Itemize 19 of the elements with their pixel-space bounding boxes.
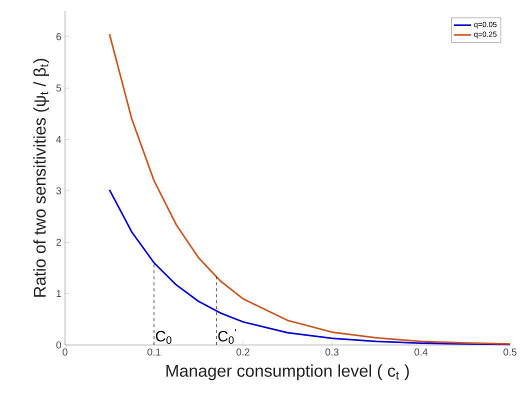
y-tick-label: 3 [56,187,62,194]
x-tick-label: 0.1 [147,348,160,356]
x-tick-label: 0.3 [325,348,338,356]
x-tick-label: 0.4 [414,348,428,356]
y-tick-label: 4 [56,136,62,143]
x-tick-label: 0.2 [236,348,250,356]
line-series [108,189,511,346]
ref-line-label: C$_{0}$' [218,328,236,344]
line-series [108,33,511,345]
x-tick-label: 0.5 [503,348,517,356]
y-tick-label: 5 [56,84,62,92]
ref-line-label: C$_{0}$ [156,330,172,344]
y-tick-label: 1 [56,290,61,298]
y-tick-label: 2 [56,238,61,246]
y-tick-label: 0 [56,341,62,349]
x-axis-title: Manager consumption level ( c$_{t}$ ) [166,364,409,380]
y-axis-title: Ratio of two sensitivities (ψ$_{t}$ / β$_{t}$) [33,58,50,297]
y-tick-label: 6 [56,33,62,40]
x-tick-label: 0 [62,348,68,356]
